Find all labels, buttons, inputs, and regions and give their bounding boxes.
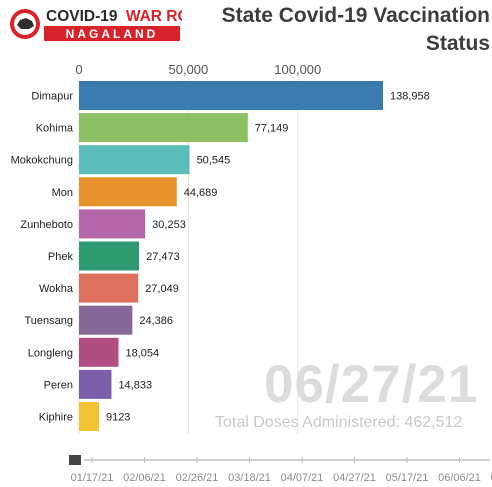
x-tick-label: 0 bbox=[75, 62, 82, 77]
bar bbox=[79, 113, 248, 143]
value-label: 9123 bbox=[106, 412, 130, 424]
bar bbox=[79, 145, 190, 175]
timeline-label: 02/06/21 bbox=[123, 472, 166, 484]
current-date-overlay: 06/27/21 bbox=[264, 355, 479, 414]
bar bbox=[79, 81, 383, 110]
timeline-label: 06/06/21 bbox=[438, 472, 481, 484]
chart-title-line-2: Status bbox=[425, 32, 490, 55]
category-label: Mokokchung bbox=[11, 155, 73, 167]
value-label: 30,253 bbox=[152, 219, 186, 231]
bar bbox=[79, 241, 140, 271]
category-label: Phek bbox=[48, 251, 74, 263]
svg-text:COVID-19 WAR ROOM: COVID-19 WAR ROOM bbox=[46, 8, 182, 25]
value-label: 24,386 bbox=[139, 315, 173, 327]
timeline-label: 04/07/21 bbox=[281, 472, 324, 484]
value-label: 50,545 bbox=[197, 155, 231, 167]
value-label: 14,833 bbox=[118, 379, 152, 391]
timeline-label: 02/26/21 bbox=[176, 472, 219, 484]
logo-text-nagaland: NAGALAND bbox=[66, 27, 159, 41]
timeline-label: 05/17/21 bbox=[386, 472, 429, 484]
category-label: Tuensang bbox=[24, 315, 73, 327]
category-label: Peren bbox=[44, 379, 73, 391]
covid-war-room-logo: COVID-19 WAR ROOM NAGALAND bbox=[8, 4, 182, 44]
x-tick-label: 50,000 bbox=[169, 62, 209, 77]
bar bbox=[79, 305, 133, 335]
total-doses-label: Total Doses Administered: 462,512 bbox=[215, 414, 462, 432]
mithun-icon bbox=[17, 18, 34, 29]
timeline-label: 01/17/21 bbox=[71, 472, 114, 484]
chart-title: State Covid-19 Vaccination Status bbox=[190, 2, 490, 58]
play-icon[interactable] bbox=[69, 455, 81, 465]
timeline-label: 06/26/21 bbox=[491, 472, 492, 484]
value-label: 44,689 bbox=[184, 187, 218, 199]
category-label: Kiphire bbox=[39, 412, 73, 424]
bar bbox=[79, 209, 146, 239]
logo-text-covid: COVID-19 bbox=[46, 8, 118, 25]
bar bbox=[79, 337, 119, 367]
category-label: Wokha bbox=[39, 283, 74, 295]
value-label: 18,054 bbox=[125, 347, 159, 359]
value-label: 77,149 bbox=[255, 123, 289, 135]
logo-text-war-room: WAR ROOM bbox=[126, 8, 182, 25]
value-label: 27,473 bbox=[146, 251, 180, 263]
category-label: Mon bbox=[52, 187, 73, 199]
x-tick-label: 100,000 bbox=[274, 62, 321, 77]
bar bbox=[79, 177, 177, 207]
category-label: Kohima bbox=[36, 123, 74, 135]
timeline-label: 03/18/21 bbox=[228, 472, 271, 484]
category-label: Dimapur bbox=[31, 91, 73, 103]
category-label: Zunheboto bbox=[20, 219, 73, 231]
bar bbox=[79, 369, 112, 399]
timeline-label: 04/27/21 bbox=[333, 472, 376, 484]
bar bbox=[79, 402, 99, 431]
total-doses-value: 462,512 bbox=[404, 414, 463, 431]
total-doses-text: Total Doses Administered: bbox=[215, 414, 400, 431]
value-label: 138,958 bbox=[390, 91, 430, 103]
chart-title-line-1: State Covid-19 Vaccination bbox=[221, 4, 490, 27]
value-label: 27,049 bbox=[145, 283, 179, 295]
bar bbox=[79, 273, 139, 303]
category-label: Longleng bbox=[28, 347, 73, 359]
